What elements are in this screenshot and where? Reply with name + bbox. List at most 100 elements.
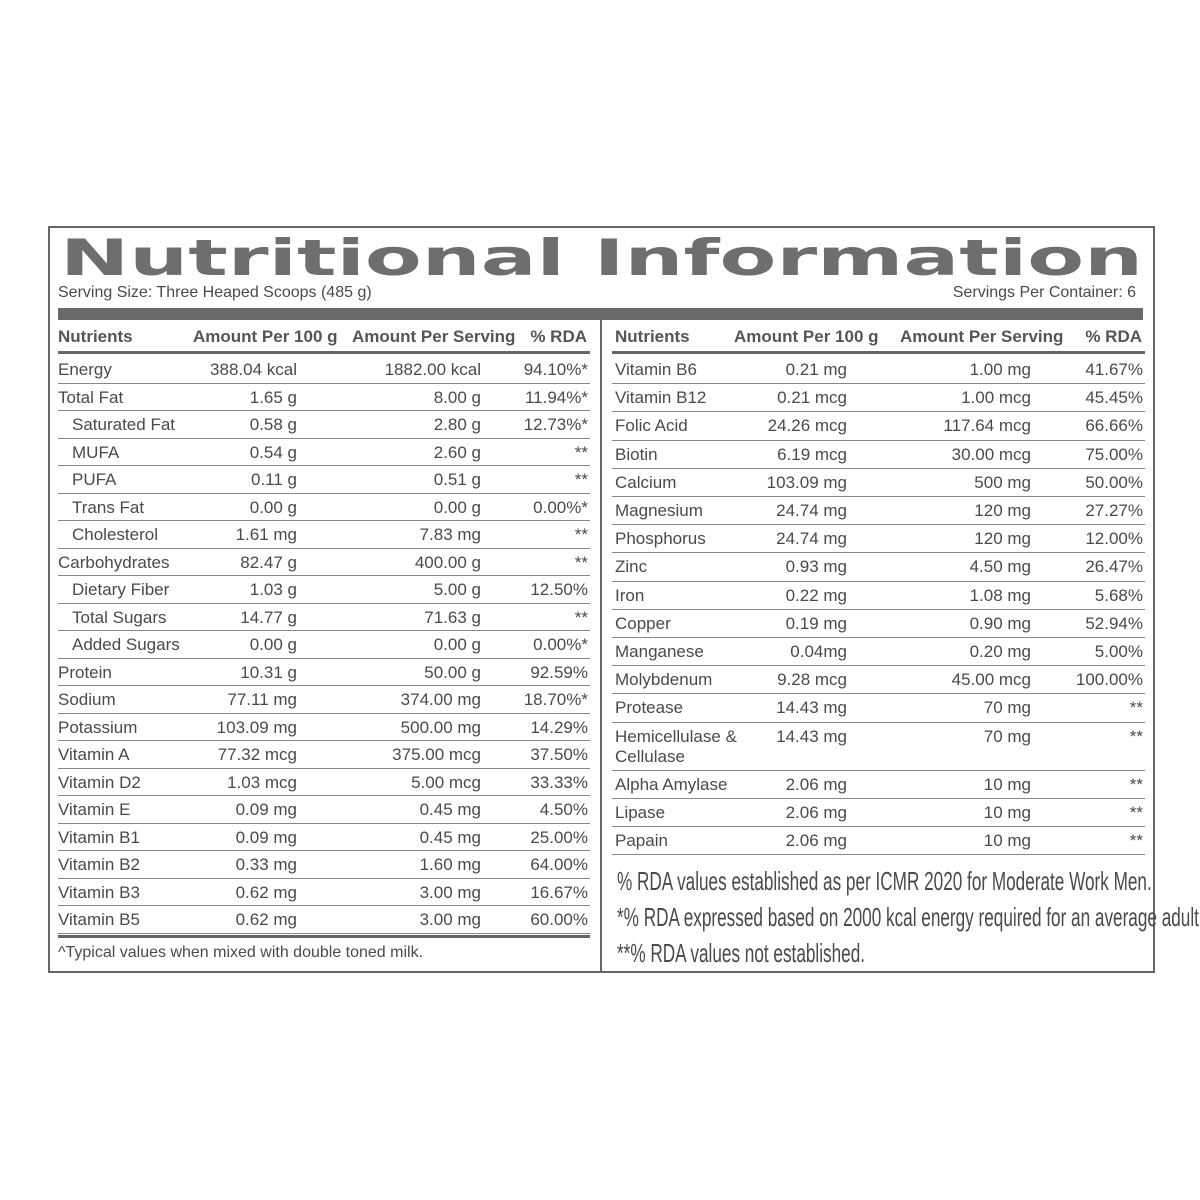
amount-value: 10 mg (983, 831, 1031, 851)
serving-size: Serving Size: Three Heaped Scoops (485 g… (58, 284, 372, 301)
nutrient-name: Protein (58, 662, 112, 682)
nutrient-name: Zinc (615, 557, 648, 577)
amount-value: 4.50 mg (969, 557, 1031, 577)
row-separator (58, 492, 590, 494)
rda-value: 5.68% (1094, 585, 1143, 605)
servings-per-container: Servings Per Container: 6 (952, 284, 1136, 301)
title: Nutritional Information (60, 229, 1143, 287)
amount-value: 0.58 g (249, 415, 297, 434)
amount-value: 500 mg (974, 472, 1031, 492)
nutrient-name: Total Sugars (72, 607, 167, 627)
amount-value: 1.65 g (249, 387, 297, 407)
rda-value: 26.47% (1085, 557, 1143, 577)
rda-value: ** (574, 607, 588, 627)
amount-value: 2.06 mg (785, 831, 847, 851)
rda-value: ** (574, 442, 588, 462)
row-separator (58, 850, 590, 851)
amount-value: 0.21 mcg (777, 388, 847, 408)
rda-value: ** (574, 525, 588, 544)
row-separator (612, 798, 1145, 799)
amount-value: 14.77 g (240, 607, 297, 627)
amount-value: 103.09 mg (766, 472, 847, 492)
rda-note: % RDA values established as per ICMR 202… (617, 866, 1152, 896)
rda-value: 16.67% (530, 882, 588, 902)
rda-value: 66.66% (1085, 416, 1143, 436)
nutrient-name: Vitamin A (58, 745, 130, 764)
rda-value: ** (574, 470, 588, 489)
rda-value: 5.00% (1094, 642, 1143, 661)
amount-value: 1.08 mg (969, 585, 1031, 605)
rda-value: 25.00% (530, 827, 588, 847)
amount-value: 1.00 mcg (961, 388, 1031, 408)
row-separator (58, 934, 590, 938)
row-separator (58, 795, 590, 796)
row-separator (58, 630, 590, 631)
amount-value: 0.62 mg (235, 910, 297, 929)
row-separator (58, 932, 590, 934)
row-separator (58, 547, 590, 549)
rda-value: 4.50% (539, 800, 588, 819)
row-separator (58, 767, 590, 769)
amount-value: 374.00 mg (400, 690, 481, 709)
rda-note: *% RDA expressed based on 2000 kcal ener… (617, 902, 1200, 932)
amount-value: 77.11 mg (227, 690, 297, 709)
row-separator (58, 905, 590, 906)
nutrient-name: Copper (615, 613, 671, 633)
nutrient-name: Manganese (615, 642, 704, 661)
rda-value: ** (574, 552, 588, 572)
amount-value: 2.60 g (433, 442, 481, 462)
amount-value: 1.60 mg (419, 855, 481, 874)
amount-value: 7.83 mg (419, 525, 481, 544)
amount-value: 2.06 mg (785, 803, 847, 822)
header-bar (58, 308, 1143, 320)
amount-value: 0.09 mg (235, 827, 297, 847)
rda-value: ** (1129, 803, 1143, 822)
nutrient-name: Lipase (615, 803, 666, 822)
amount-value: 71.63 g (424, 607, 481, 627)
amount-value: 2.06 mg (785, 774, 847, 794)
amount-value: 10 mg (983, 774, 1031, 794)
nutrient-name: Energy (58, 360, 112, 379)
nutrient-name: Biotin (615, 444, 658, 464)
nutrient-name: Magnesium (615, 501, 703, 520)
row-separator (58, 410, 590, 411)
amount-value: 24.26 mcg (767, 416, 847, 436)
row-separator (58, 657, 590, 659)
nutrient-name: MUFA (72, 442, 120, 462)
row-separator (58, 437, 590, 439)
column-header: % RDA (1085, 327, 1142, 346)
row-separator (612, 637, 1145, 638)
amount-value: 0.33 mg (235, 855, 297, 874)
amount-value: 70 mg (983, 726, 1031, 746)
title-area: Nutritional Information (60, 229, 1143, 287)
amount-value: 82.47 g (240, 552, 297, 572)
row-separator (612, 693, 1145, 695)
rda-value: 12.00% (1085, 529, 1143, 549)
amount-value: 120 mg (974, 501, 1031, 520)
column-divider (600, 320, 602, 971)
amount-value: 8.00 g (433, 387, 481, 407)
amount-value: 400.00 g (414, 552, 481, 572)
row-separator (612, 665, 1145, 667)
nutrient-name: Carbohydrates (58, 552, 170, 572)
amount-value: 3.00 mg (419, 882, 481, 902)
amount-value: 0.45 mg (419, 827, 481, 847)
row-separator (58, 465, 590, 466)
rda-value: 18.70%* (523, 690, 588, 709)
column-header: Amount Per Serving (352, 327, 516, 346)
column-header: % RDA (530, 327, 587, 346)
amount-value: 70 mg (983, 698, 1031, 718)
amount-value: 0.00 g (249, 497, 297, 517)
nutrient-name: Vitamin B2 (58, 855, 140, 874)
row-separator (612, 608, 1145, 610)
nutrient-name: Vitamin B5 (58, 910, 140, 929)
nutrient-name: Added Sugars (72, 635, 180, 654)
amount-value: 0.00 g (433, 497, 481, 517)
footnote: ^Typical values when mixed with double t… (58, 943, 424, 961)
amount-value: 0.51 g (433, 470, 481, 489)
amount-value: 1.03 g (249, 580, 297, 599)
amount-value: 0.00 g (249, 635, 297, 654)
nutrient-name: PUFA (72, 470, 117, 489)
row-separator (612, 524, 1145, 526)
